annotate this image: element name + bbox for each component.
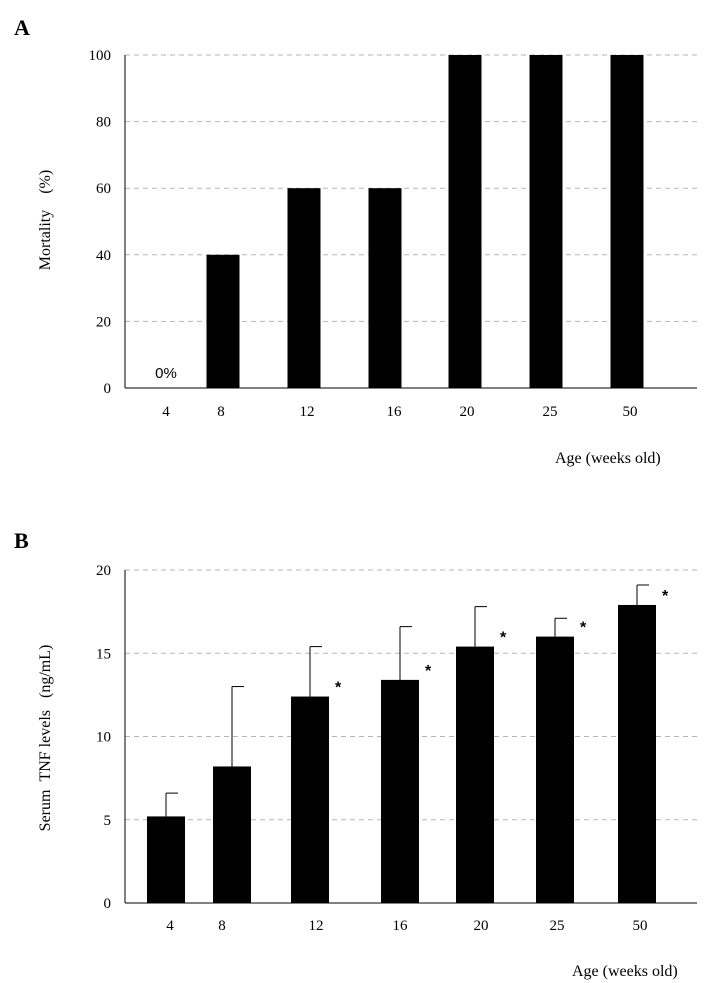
x-tick-label: 25 xyxy=(543,404,558,420)
significance-star: * xyxy=(500,630,507,647)
panel-b-y-axis-title: Serum TNF levels (ng/mL) xyxy=(37,645,54,832)
panel-a-y-axis-title: Mortality (%) xyxy=(37,170,54,270)
panel-a-x-ticks: 4 8 12 16 20 25 50 xyxy=(162,404,637,420)
y-tick-label: 20 xyxy=(96,563,111,579)
x-tick-label: 12 xyxy=(300,404,315,420)
panel-a-x-axis-title: Age (weeks old) xyxy=(555,450,661,467)
panel-a-bars xyxy=(206,55,644,388)
significance-star: * xyxy=(580,620,587,637)
x-tick-label: 16 xyxy=(387,404,403,420)
panel-b: B 0 5 10 15 20 4 8 12 16 20 25 50 * * * * * Serum TNF … xyxy=(14,528,697,980)
x-tick-label: 4 xyxy=(162,404,170,420)
bar-4 xyxy=(147,816,185,903)
bar-25 xyxy=(529,55,563,388)
bar-8 xyxy=(206,254,240,388)
y-tick-label: 0 xyxy=(104,896,112,912)
panel-b-x-ticks: 4 8 12 16 20 25 50 xyxy=(166,918,647,934)
x-tick-label: 12 xyxy=(309,918,324,934)
panel-a: A 0 20 40 60 80 100 4 8 12 16 20 25 50 0% Mortality… xyxy=(14,15,697,467)
bar-12 xyxy=(287,188,321,388)
y-tick-label: 80 xyxy=(96,115,111,131)
y-tick-label: 15 xyxy=(96,646,111,662)
panel-a-letter: A xyxy=(14,15,30,40)
significance-star: * xyxy=(662,588,669,605)
x-tick-label: 4 xyxy=(166,918,174,934)
panel-a-axes xyxy=(124,55,697,389)
panel-b-significance-marks: * * * * * xyxy=(335,588,669,697)
significance-star: * xyxy=(425,663,432,680)
bar-25 xyxy=(536,636,574,903)
x-tick-label: 8 xyxy=(217,404,225,420)
bar-16 xyxy=(381,679,419,903)
y-tick-label: 10 xyxy=(96,730,111,746)
x-tick-label: 16 xyxy=(393,918,409,934)
y-tick-label: 0 xyxy=(104,381,112,397)
panel-b-bars xyxy=(147,604,656,903)
bar-12 xyxy=(291,696,329,903)
x-tick-label: 50 xyxy=(633,918,648,934)
y-tick-label: 100 xyxy=(89,48,112,64)
bar-20 xyxy=(448,55,482,388)
x-tick-label: 25 xyxy=(550,918,565,934)
panel-b-error-bars xyxy=(165,584,649,817)
x-tick-label: 8 xyxy=(218,918,226,934)
bar-20 xyxy=(456,646,494,903)
x-tick-label: 20 xyxy=(460,404,475,420)
x-tick-label: 20 xyxy=(474,918,489,934)
panel-b-axes xyxy=(124,570,697,904)
panel-a-y-ticks: 0 20 40 60 80 100 xyxy=(89,48,112,397)
panel-b-y-ticks: 0 5 10 15 20 xyxy=(96,563,111,912)
panel-b-x-axis-title: Age (weeks old) xyxy=(572,963,678,980)
y-tick-label: 5 xyxy=(104,813,112,829)
bar-50 xyxy=(618,604,656,903)
bar-50 xyxy=(610,55,644,388)
x-tick-label: 50 xyxy=(623,404,638,420)
panel-b-letter: B xyxy=(14,528,29,553)
zero-percent-annotation: 0% xyxy=(155,365,177,382)
y-tick-label: 60 xyxy=(96,181,111,197)
bar-8 xyxy=(213,766,251,903)
bar-16 xyxy=(368,188,402,388)
significance-star: * xyxy=(335,680,342,697)
y-tick-label: 40 xyxy=(96,248,111,264)
y-tick-label: 20 xyxy=(96,314,111,330)
